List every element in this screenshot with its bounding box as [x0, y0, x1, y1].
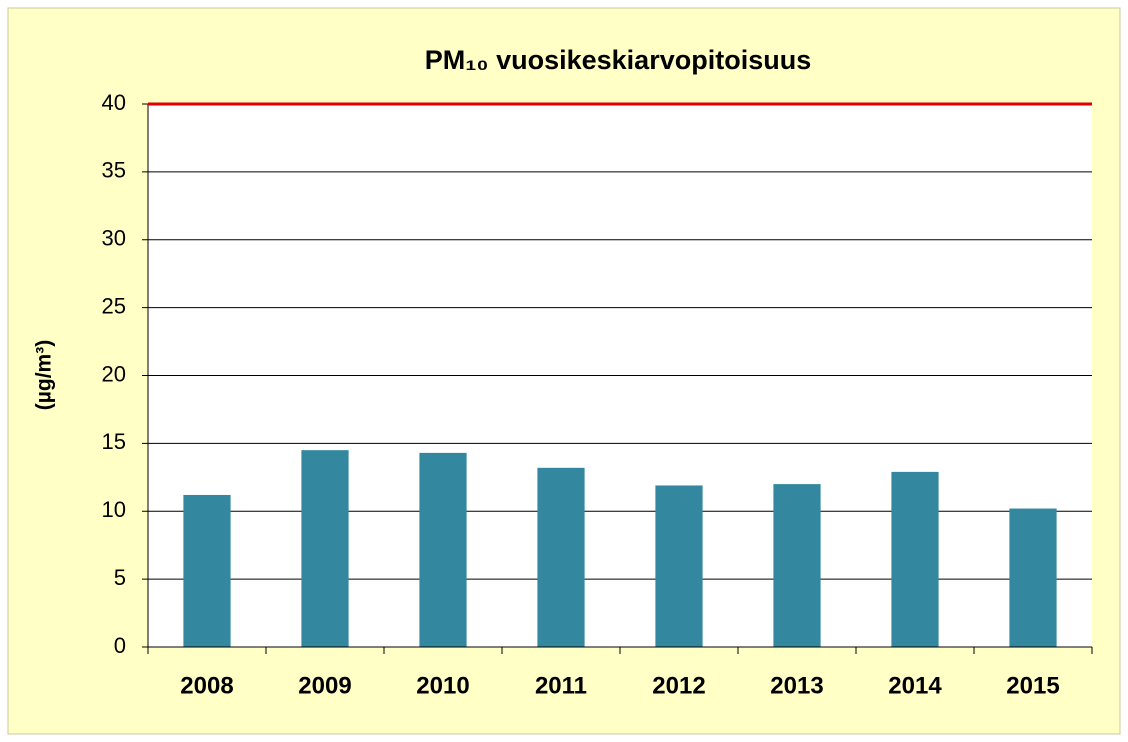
- bar: [183, 494, 231, 647]
- y-tick-label: 40: [102, 90, 126, 115]
- x-tick-label: 2013: [770, 672, 823, 699]
- bar: [301, 450, 349, 647]
- bar: [1009, 508, 1057, 647]
- bar: [891, 471, 939, 647]
- x-tick-label: 2008: [180, 672, 233, 699]
- y-tick-label: 0: [114, 633, 126, 658]
- bar: [537, 467, 585, 647]
- y-tick-label: 20: [102, 361, 126, 386]
- y-tick-label: 30: [102, 226, 126, 251]
- bar: [419, 452, 467, 647]
- x-tick-label: 2009: [298, 672, 351, 699]
- chart-title: PM₁₀ vuosikeskiarvopitoisuus: [425, 45, 811, 75]
- bar: [655, 485, 703, 647]
- x-tick-label: 2015: [1006, 672, 1059, 699]
- y-tick-label: 35: [102, 158, 126, 183]
- y-tick-label: 10: [102, 497, 126, 522]
- y-tick-label: 15: [102, 429, 126, 454]
- x-tick-label: 2010: [416, 672, 469, 699]
- x-tick-label: 2011: [535, 672, 587, 699]
- bar: [773, 484, 821, 647]
- x-tick-label: 2012: [652, 672, 705, 699]
- y-tick-label: 25: [102, 293, 126, 318]
- y-axis-label: (µg/m³): [33, 340, 56, 410]
- x-tick-label: 2014: [888, 672, 942, 699]
- y-tick-label: 5: [114, 565, 126, 590]
